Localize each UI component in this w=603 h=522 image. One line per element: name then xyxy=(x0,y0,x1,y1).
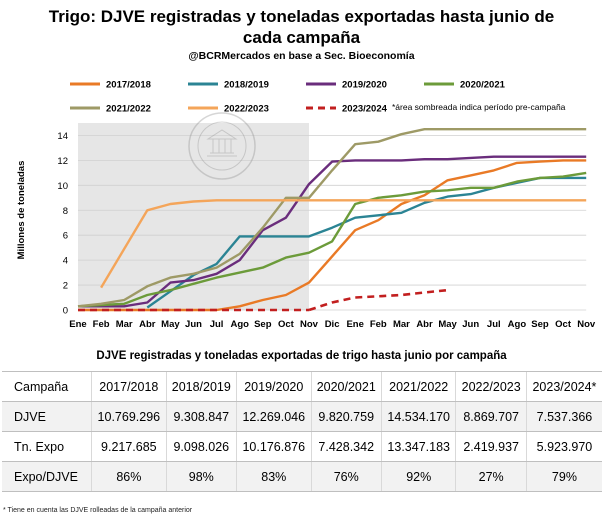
legend: 2017/2018 2018/2019 2019/2020 2020/2021 2021… xyxy=(70,80,506,115)
x-tick-label: Nov xyxy=(577,319,596,330)
x-tick-label: May xyxy=(438,319,457,330)
legend-label: 2023/2024 xyxy=(342,104,388,115)
y-tick-label: 2 xyxy=(63,281,68,292)
x-tick-label: Oct xyxy=(278,319,295,330)
table-cell: 10.176.876 xyxy=(236,431,312,462)
table-cell: 9.217.685 xyxy=(91,431,167,462)
series-line xyxy=(77,171,587,308)
y-tick-label: 12 xyxy=(57,156,68,167)
line-chart: 2017/2018 2018/2019 2019/2020 2020/2021 2021… xyxy=(16,80,596,331)
legend-label: 2019/2020 xyxy=(342,80,387,91)
table-cell: 10.769.296 xyxy=(91,401,167,432)
x-tick-label: Abr xyxy=(139,319,156,330)
table-cell: 7.537.366 xyxy=(525,401,602,432)
data-table: Campaña 2017/2018 2018/2019 2019/2020 20… xyxy=(2,371,602,492)
precampaign-shade xyxy=(78,123,309,310)
x-tick-label: Jul xyxy=(487,319,501,330)
table-cell: 92% xyxy=(380,461,456,492)
header-cell: 2020/2021 xyxy=(310,371,382,402)
y-tick-label: 0 xyxy=(63,306,68,317)
table-cell: 79% xyxy=(525,461,602,492)
header-cell: 2019/2020 xyxy=(236,371,312,402)
table-cell: 27% xyxy=(455,461,527,492)
x-tick-label: Dic xyxy=(325,319,340,330)
legend-label: 2020/2021 xyxy=(460,80,506,91)
table-header-row: Campaña 2017/2018 2018/2019 2019/2020 20… xyxy=(2,371,602,402)
x-tick-label: Nov xyxy=(300,319,319,330)
series-line xyxy=(77,127,587,308)
x-tick-label: Mar xyxy=(116,319,133,330)
row-label: DJVE xyxy=(2,401,92,432)
row-label: Tn. Expo xyxy=(2,431,92,462)
x-tick-label: Abr xyxy=(416,319,433,330)
table-cell: 2.419.937 xyxy=(455,431,527,462)
header-cell: 2023/2024* xyxy=(525,371,602,402)
x-tick-label: Ago xyxy=(230,319,249,330)
legend-label: 2021/2022 xyxy=(106,104,151,115)
y-tick-label: 6 xyxy=(63,231,68,242)
legend-note: *área sombreada indica período pre-campa… xyxy=(392,102,566,112)
x-tick-label: Ene xyxy=(69,319,86,330)
table-title: DJVE registradas y toneladas exportadas … xyxy=(96,350,507,362)
x-tick-label: Mar xyxy=(393,319,410,330)
x-tick-label: Ago xyxy=(508,319,527,330)
x-tick-label: May xyxy=(161,319,180,330)
series-line xyxy=(308,288,448,312)
x-tick-label: Jun xyxy=(462,319,479,330)
header-cell: 2017/2018 xyxy=(91,371,167,402)
table-cell: 5.923.970 xyxy=(525,431,602,462)
table-cell: 86% xyxy=(91,461,167,492)
series-line xyxy=(78,155,587,308)
watermark-seal xyxy=(188,112,256,180)
legend-label: 2018/2019 xyxy=(224,80,269,91)
chart-title: Trigo: DJVE registradas y toneladas expo… xyxy=(0,6,603,48)
y-axis-title: Millones de toneladas xyxy=(16,161,27,260)
header-cell: Campaña xyxy=(2,371,92,402)
table-cell: 7.428.342 xyxy=(310,431,382,462)
header-cell: 2022/2023 xyxy=(455,371,527,402)
chart-title-line1: Trigo: DJVE registradas y toneladas expo… xyxy=(48,7,555,26)
y-tick-label: 10 xyxy=(57,181,68,192)
table-cell: 12.269.046 xyxy=(236,401,312,432)
table-cell: 83% xyxy=(236,461,312,492)
y-tick-label: 4 xyxy=(63,256,68,267)
x-tick-label: Oct xyxy=(555,319,572,330)
row-label: Expo/DJVE xyxy=(2,461,92,492)
x-tick-label: Feb xyxy=(93,319,110,330)
table-cell: 98% xyxy=(165,461,237,492)
chart-title-line2: cada campaña xyxy=(242,28,361,47)
legend-label: 2022/2023 xyxy=(224,104,269,115)
series-line xyxy=(100,199,587,289)
table-cell: 13.347.183 xyxy=(380,431,456,462)
table-cell: 8.869.707 xyxy=(455,401,527,432)
x-tick-label: Sep xyxy=(531,319,549,330)
chart-subtitle: @BCRMercados en base a Sec. Bioeconomía xyxy=(188,50,415,62)
x-tick-label: Ene xyxy=(346,319,363,330)
header-cell: 2021/2022 xyxy=(380,371,456,402)
table-cell: 9.308.847 xyxy=(165,401,237,432)
x-tick-label: Sep xyxy=(254,319,272,330)
y-tick-label: 14 xyxy=(57,131,68,142)
x-tick-label: Jul xyxy=(210,319,224,330)
table-cell: 14.534.170 xyxy=(380,401,456,432)
table-row: Expo/DJVE 86% 98% 83% 76% 92% 27% 79% xyxy=(2,461,602,492)
table-cell: 9.098.026 xyxy=(165,431,237,462)
footnote: * Tiene en cuenta las DJVE rolleadas de … xyxy=(3,507,193,514)
plot-area: 0 2 4 6 8 10 12 14 Ene Feb Mar Abr May Jun Jul Ago Sep Oc… xyxy=(57,123,596,330)
table-cell: 76% xyxy=(310,461,382,492)
table-cell: 9.820.759 xyxy=(310,401,382,432)
header-cell: 2018/2019 xyxy=(165,371,237,402)
x-tick-label: Jun xyxy=(185,319,202,330)
y-tick-label: 8 xyxy=(63,206,68,217)
legend-label: 2017/2018 xyxy=(106,80,151,91)
x-tick-label: Feb xyxy=(370,319,387,330)
table-row: Tn. Expo 9.217.685 9.098.026 10.176.876 … xyxy=(2,431,602,462)
table-row: DJVE 10.769.296 9.308.847 12.269.046 9.8… xyxy=(2,401,602,432)
